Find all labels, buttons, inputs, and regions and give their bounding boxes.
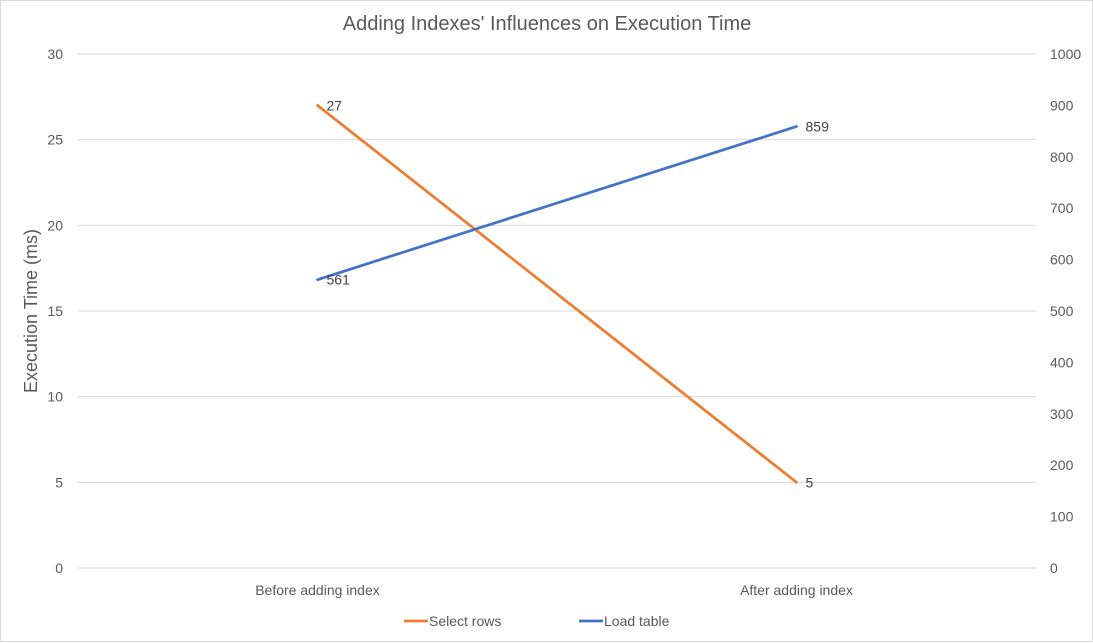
data-labels: 27 5 561 859 bbox=[327, 97, 830, 490]
gridlines bbox=[78, 53, 1036, 569]
y2-tick-label: 0 bbox=[1050, 560, 1058, 576]
legend: Select rows Load table bbox=[404, 613, 670, 629]
y-tick-label: 15 bbox=[47, 303, 63, 319]
chart-title: Adding Indexes' Influences on Execution … bbox=[343, 13, 752, 35]
data-label: 859 bbox=[806, 118, 830, 134]
y-tick-label: 10 bbox=[47, 389, 63, 405]
y2-tick-label: 800 bbox=[1050, 149, 1074, 165]
series-line bbox=[316, 125, 798, 282]
y-axis-label: Execution Time (ms) bbox=[21, 229, 41, 393]
y2-tick-label: 700 bbox=[1050, 200, 1074, 216]
y-tick-label: 20 bbox=[47, 217, 63, 233]
x-axis: Before adding index After adding index bbox=[255, 582, 853, 598]
primary-y-axis: 0 5 10 15 20 25 30 bbox=[47, 46, 63, 576]
data-label: 561 bbox=[327, 272, 351, 288]
y2-tick-label: 1000 bbox=[1050, 46, 1081, 62]
y-tick-label: 25 bbox=[47, 132, 63, 148]
y2-tick-label: 100 bbox=[1050, 509, 1074, 525]
y2-tick-label: 200 bbox=[1050, 457, 1074, 473]
x-tick-label: After adding index bbox=[740, 582, 853, 598]
y-tick-label: 30 bbox=[47, 46, 63, 62]
secondary-y-axis: 0 100 200 300 400 500 600 700 800 900 1000 bbox=[1050, 46, 1081, 576]
series-lines bbox=[316, 104, 798, 484]
data-label: 5 bbox=[806, 474, 814, 490]
x-tick-label: Before adding index bbox=[255, 582, 380, 598]
data-label: 27 bbox=[327, 97, 343, 113]
series-line bbox=[316, 104, 798, 484]
y-tick-label: 5 bbox=[55, 474, 63, 490]
y-tick-label: 0 bbox=[55, 560, 63, 576]
y2-tick-label: 900 bbox=[1050, 97, 1074, 113]
legend-label: Load table bbox=[604, 613, 670, 629]
y2-tick-label: 600 bbox=[1050, 252, 1074, 268]
y2-tick-label: 300 bbox=[1050, 406, 1074, 422]
legend-label: Select rows bbox=[429, 613, 501, 629]
y2-tick-label: 400 bbox=[1050, 354, 1074, 370]
y2-tick-label: 500 bbox=[1050, 303, 1074, 319]
